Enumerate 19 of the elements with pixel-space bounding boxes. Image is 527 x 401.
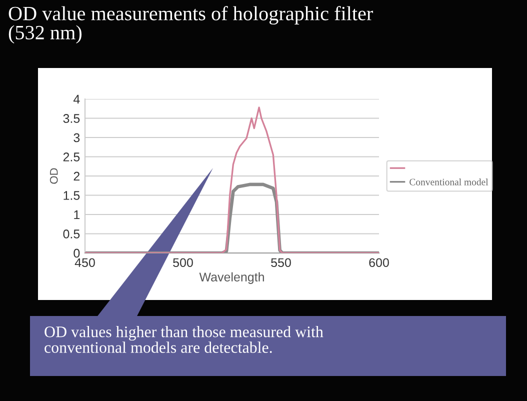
- y-tick-label: 1.5: [64, 191, 80, 200]
- x-tick-label: 450: [74, 258, 95, 268]
- y-tick-label: 4: [73, 94, 80, 104]
- chart-title: OD value measurements of holographic filter (532 nm): [8, 6, 373, 44]
- line-series: [85, 106, 379, 253]
- text: OD values higher than those measured with conventional models are detectable.: [44, 326, 324, 353]
- y-tick-label: 1: [74, 210, 80, 220]
- x-axis-title: Wavelength: [199, 272, 264, 284]
- y-tick-label: 2: [74, 172, 80, 181]
- y-tick-label: 0.5: [63, 230, 80, 238]
- x-tick-label: 500: [173, 258, 193, 268]
- x-tick-label: 550: [271, 258, 291, 268]
- y-axis-title: OD: [50, 168, 58, 184]
- y-tick-label: 3.5: [63, 114, 80, 123]
- y-tick-label: 2.5: [63, 152, 80, 162]
- legend-label: Conventional model: [410, 178, 488, 186]
- y-tick-label: 3: [74, 133, 80, 142]
- y-tick-label: 0: [74, 248, 80, 258]
- x-tick-label: 600: [369, 258, 389, 268]
